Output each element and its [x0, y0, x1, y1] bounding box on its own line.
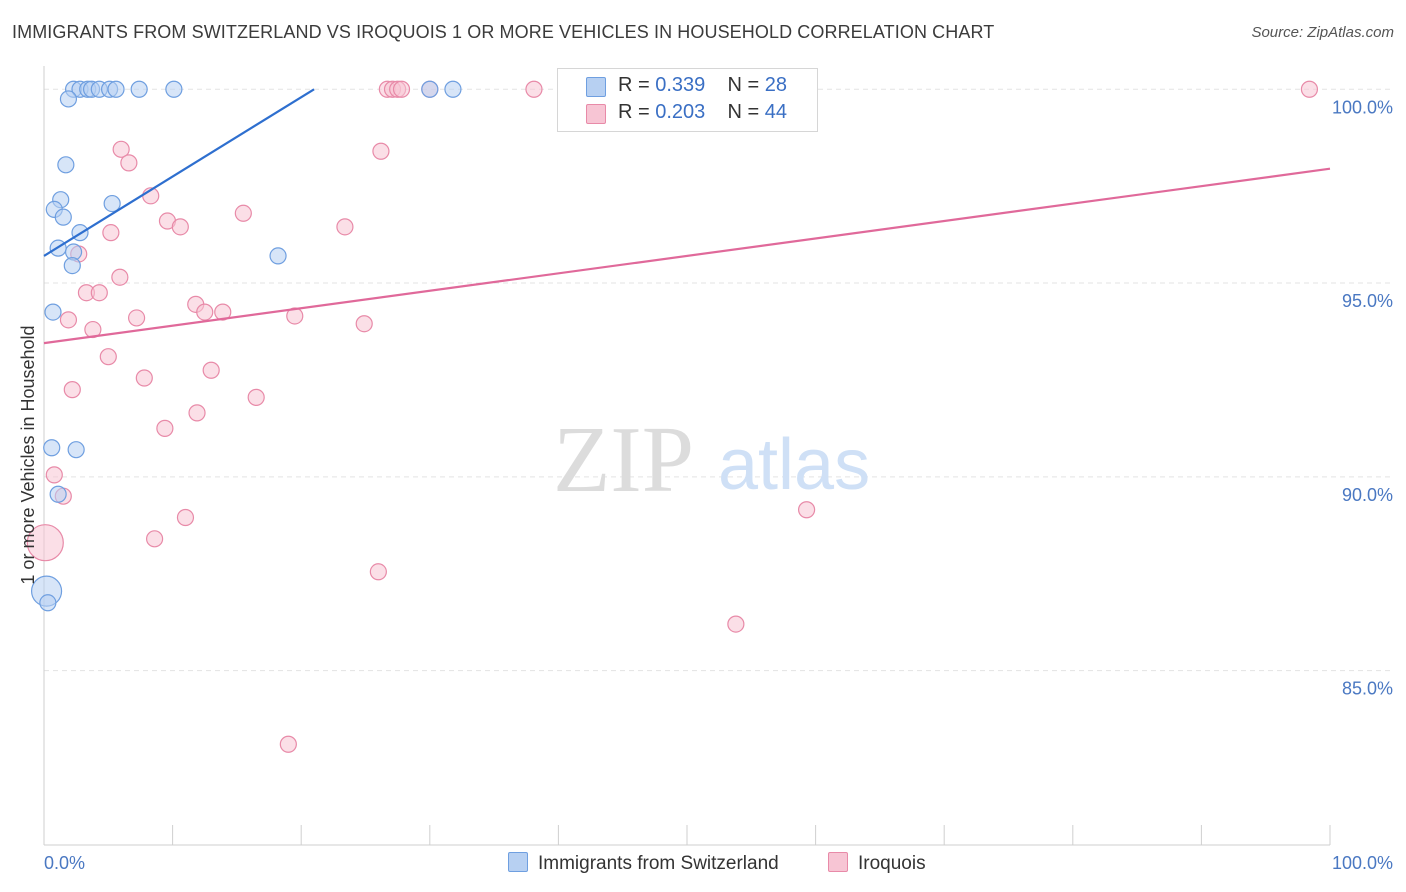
switzerland-point [165, 80, 183, 98]
iroquois-point [234, 204, 252, 222]
switzerland-point [269, 247, 287, 265]
iroquois-point [99, 348, 117, 366]
switzerland-point [107, 80, 125, 98]
iroquois-point [279, 735, 297, 753]
legend-r-value: 0.339 [655, 74, 706, 96]
iroquois-point [214, 303, 232, 321]
iroquois-point [202, 361, 220, 379]
switzerland-point [39, 594, 57, 612]
x-tick-label: 100.0% [1332, 853, 1393, 873]
switzerland-point [103, 194, 121, 213]
iroquois-point [336, 218, 354, 236]
legend-n-label: N = [727, 101, 760, 123]
iroquois-point [59, 311, 78, 329]
iroquois-point [145, 530, 164, 548]
series-legend-switzerland: Immigrants from Switzerland [508, 852, 779, 875]
iroquois-point [355, 315, 373, 333]
series-name: Iroquois [858, 853, 926, 874]
switzerland-point [54, 208, 72, 226]
x-tick-labels: 0.0% 100.0% [44, 853, 1393, 873]
series-legend-iroquois: Iroquois [828, 852, 926, 875]
switzerland-trend-line [43, 88, 315, 257]
switzerland-point [67, 441, 85, 459]
iroquois-point [286, 307, 304, 325]
switzerland-point [43, 439, 61, 457]
iroquois-point [111, 268, 129, 286]
y-axis-label: 1 or more Vehicles in Household [18, 325, 38, 584]
iroquois-point [1300, 80, 1319, 98]
y-tick-label: 85.0% [1342, 679, 1393, 699]
switzerland-point [421, 80, 439, 98]
legend-swatch-pink [586, 104, 606, 124]
legend-r-label: R = [618, 74, 650, 96]
switzerland-point [57, 156, 75, 174]
y-tick-labels: 85.0% 90.0% 95.0% 100.0% [1332, 97, 1393, 698]
iroquois-point [127, 309, 146, 327]
legend-r-value: 0.203 [655, 101, 706, 123]
legend-n-value: 44 [764, 101, 788, 123]
iroquois-point [176, 508, 195, 527]
iroquois-point [372, 142, 390, 160]
iroquois-point [26, 524, 64, 562]
legend-swatch-blue [586, 77, 606, 97]
switzerland-point [49, 485, 67, 503]
iroquois-point [727, 615, 745, 633]
y-tick-label: 100.0% [1332, 97, 1393, 117]
iroquois-point [120, 154, 138, 172]
legend-n-value: 28 [764, 74, 788, 96]
iroquois-point [171, 218, 189, 236]
iroquois-point [797, 501, 816, 519]
iroquois-point [63, 381, 81, 399]
iroquois-trend-line [43, 167, 1331, 345]
iroquois-point [196, 303, 214, 321]
watermark-zip: ZIP [553, 408, 694, 512]
series-swatch-blue [508, 852, 528, 872]
switzerland-point [59, 90, 78, 108]
iroquois-point [135, 369, 153, 387]
switzerland-points [30, 80, 462, 612]
iroquois-point [188, 404, 206, 422]
legend-n-label: N = [727, 74, 760, 96]
chart-title: IMMIGRANTS FROM SWITZERLAND VS IROQUOIS … [12, 22, 995, 42]
legend-r-label: R = [618, 101, 650, 123]
iroquois-point [392, 80, 411, 98]
iroquois-point [247, 388, 265, 406]
switzerland-point [130, 80, 148, 98]
iroquois-point [45, 466, 63, 484]
watermark-atlas: atlas [718, 425, 870, 505]
x-tick-label: 0.0% [44, 853, 85, 873]
iroquois-point [112, 140, 130, 158]
iroquois-point [525, 80, 543, 98]
series-swatch-pink [828, 852, 848, 872]
grid-lines [44, 88, 1392, 672]
switzerland-point [444, 80, 462, 98]
switzerland-point [63, 256, 81, 275]
switzerland-point [44, 303, 62, 321]
trend-lines [43, 88, 1331, 345]
y-tick-label: 90.0% [1342, 485, 1393, 505]
y-tick-label: 95.0% [1342, 291, 1393, 311]
iroquois-point [156, 419, 174, 437]
iroquois-point [102, 224, 120, 242]
iroquois-point [369, 563, 387, 581]
iroquois-point [90, 284, 108, 302]
series-name: Immigrants from Switzerland [538, 853, 779, 874]
iroquois-points [26, 80, 1319, 753]
source-label: Source: ZipAtlas.com [1251, 24, 1394, 41]
correlation-legend: R = 0.339 N = 28 R = 0.203 N = 44 [557, 68, 818, 132]
axes [43, 66, 1331, 846]
